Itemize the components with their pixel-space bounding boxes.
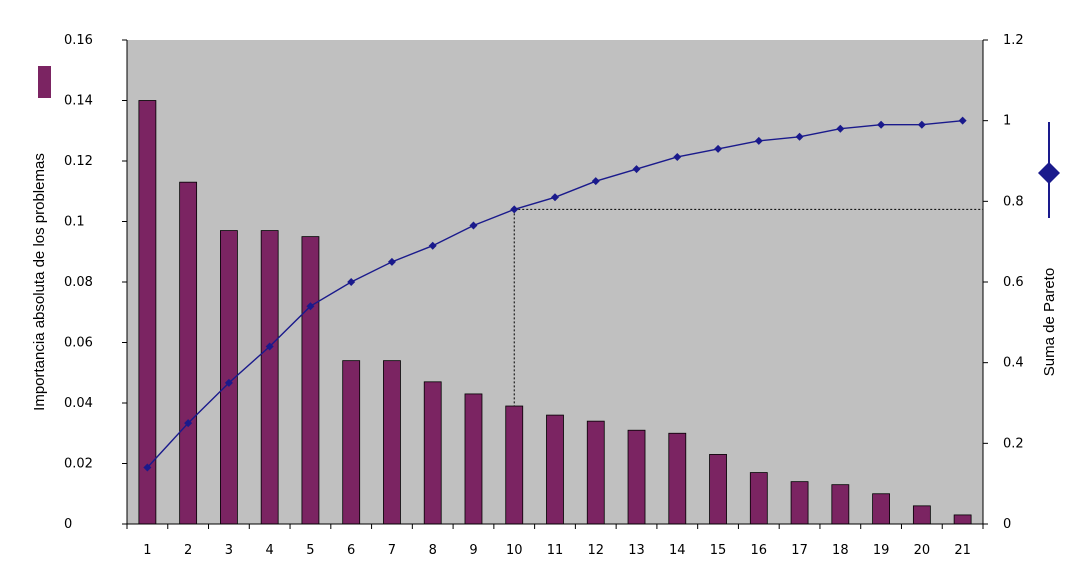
bar: [260, 230, 279, 525]
bar: [383, 360, 401, 525]
cumulative-point: [469, 221, 478, 230]
y-tick-label: 0.04: [64, 396, 93, 411]
x-tick-label: 6: [347, 543, 355, 558]
x-tick-label: 11: [547, 543, 564, 558]
cumulative-point: [591, 177, 600, 186]
y-tick-label: 0.02: [64, 457, 93, 472]
bar: [953, 514, 972, 525]
cumulative-point: [224, 378, 233, 387]
x-tick-label: 16: [751, 543, 768, 558]
cumulative-point: [387, 257, 396, 266]
cumulative-point: [958, 116, 967, 125]
x-tick-label: 20: [914, 543, 931, 558]
cumulative-point: [714, 144, 723, 153]
x-tick-label: 14: [669, 543, 686, 558]
bar: [342, 360, 361, 525]
cumulative-point: [143, 463, 152, 472]
x-tick-label: 17: [791, 543, 808, 558]
y-axis-title: Importancia absoluta de los problemas: [31, 153, 48, 411]
y-tick-label: 0.06: [64, 336, 93, 351]
y-tick-label: 0.12: [64, 154, 93, 169]
y-tick-label: 0.1: [64, 215, 85, 230]
x-tick-label: 15: [710, 543, 727, 558]
x-tick-label: 21: [954, 543, 971, 558]
bar: [464, 393, 483, 525]
bar: [301, 236, 320, 525]
legend-marker-key: [1038, 162, 1060, 184]
x-tick-label: 2: [184, 543, 192, 558]
x-tick-label: 10: [506, 543, 523, 558]
x-tick-label: 3: [225, 543, 233, 558]
cumulative-point: [510, 205, 519, 214]
x-tick-label: 7: [388, 543, 396, 558]
x-tick-label: 18: [832, 543, 849, 558]
y-tick-label: 0.08: [64, 275, 93, 290]
y2-tick-label: 0.6: [1003, 275, 1024, 290]
cumulative-point: [673, 152, 682, 161]
x-tick-label: 1: [143, 543, 151, 558]
y-tick-label: 0.14: [64, 94, 93, 109]
bar: [912, 505, 931, 525]
y-tick-label: 0.16: [64, 33, 93, 48]
cumulative-point: [551, 193, 559, 202]
bar: [831, 484, 850, 525]
x-tick-label: 9: [469, 543, 477, 558]
cumulative-point: [184, 419, 193, 428]
cumulative-point: [306, 302, 315, 311]
bar: [546, 414, 564, 525]
legend-bar-key: [38, 66, 51, 98]
bar: [423, 381, 442, 525]
y2-tick-label: 0.8: [1003, 194, 1024, 209]
cumulative-point: [428, 241, 437, 250]
x-tick-label: 19: [873, 543, 890, 558]
y-tick-label: 0: [64, 517, 72, 532]
bar: [790, 481, 809, 525]
cumulative-point: [917, 120, 926, 129]
cumulative-point: [632, 165, 641, 174]
bar: [586, 420, 605, 525]
cumulative-point: [836, 124, 845, 133]
bar: [749, 472, 768, 525]
x-tick-label: 8: [429, 543, 437, 558]
y2-tick-label: 0.4: [1003, 356, 1024, 371]
y2-tick-label: 1.2: [1003, 33, 1024, 48]
bar: [627, 429, 646, 525]
y2-tick-label: 0.2: [1003, 436, 1024, 451]
bar: [505, 405, 524, 525]
x-tick-label: 4: [266, 543, 274, 558]
cumulative-point: [265, 342, 274, 351]
cumulative-point: [877, 120, 886, 129]
cumulative-point: [754, 136, 763, 145]
bar: [179, 181, 198, 525]
bar: [668, 432, 687, 525]
x-tick-label: 12: [587, 543, 604, 558]
x-tick-label: 13: [628, 543, 645, 558]
cumulative-point: [347, 278, 356, 286]
bar: [709, 454, 727, 525]
x-tick-label: 5: [306, 543, 314, 558]
bar: [872, 493, 890, 525]
y2-axis-title: Suma de Pareto: [1041, 268, 1058, 376]
y2-tick-label: 1: [1003, 114, 1011, 129]
cumulative-point: [795, 132, 804, 141]
y2-tick-label: 0: [1003, 517, 1011, 532]
